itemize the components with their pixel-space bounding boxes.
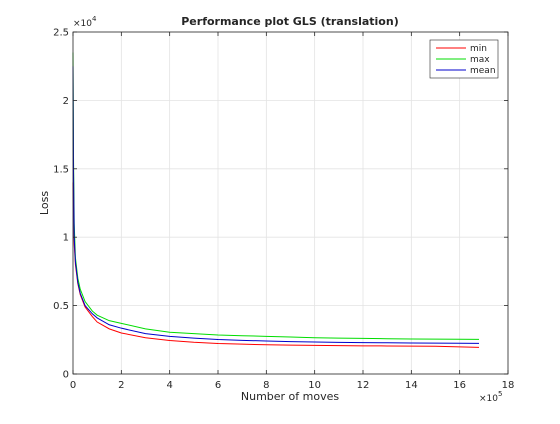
x-tick-label: 2 xyxy=(118,380,124,391)
y-axis-multiplier: ×10 4 xyxy=(73,15,97,29)
x-tick-label: 14 xyxy=(405,380,418,391)
y-tick-label: 1.5 xyxy=(53,164,69,175)
y-multiplier-base: ×10 xyxy=(73,19,92,29)
x-axis-label: Number of moves xyxy=(241,390,340,403)
x-tick-label: 0 xyxy=(70,380,76,391)
y-tick-label: 2.5 xyxy=(53,28,69,39)
x-multiplier-base: ×10 xyxy=(479,394,498,404)
y-tick-label: 2 xyxy=(63,96,69,107)
y-tick-label: 0.5 xyxy=(53,301,69,312)
x-tick-label: 6 xyxy=(215,380,221,391)
x-axis-multiplier: ×10 5 xyxy=(479,390,502,404)
chart-title: Performance plot GLS (translation) xyxy=(181,15,398,28)
legend-label-min: min xyxy=(470,44,487,54)
y-axis-label: Loss xyxy=(38,191,51,215)
y-tick-label: 1 xyxy=(63,233,69,244)
legend-label-mean: mean xyxy=(470,66,496,76)
y-tick-label: 0 xyxy=(63,370,69,381)
x-tick-label: 4 xyxy=(166,380,172,391)
plot-background xyxy=(73,32,508,374)
x-tick-label: 12 xyxy=(357,380,370,391)
x-multiplier-exponent: 5 xyxy=(498,390,502,398)
y-multiplier-exponent: 4 xyxy=(92,15,97,23)
legend-label-max: max xyxy=(470,55,490,65)
x-tick-label: 18 xyxy=(502,380,515,391)
x-tick-label: 16 xyxy=(453,380,466,391)
